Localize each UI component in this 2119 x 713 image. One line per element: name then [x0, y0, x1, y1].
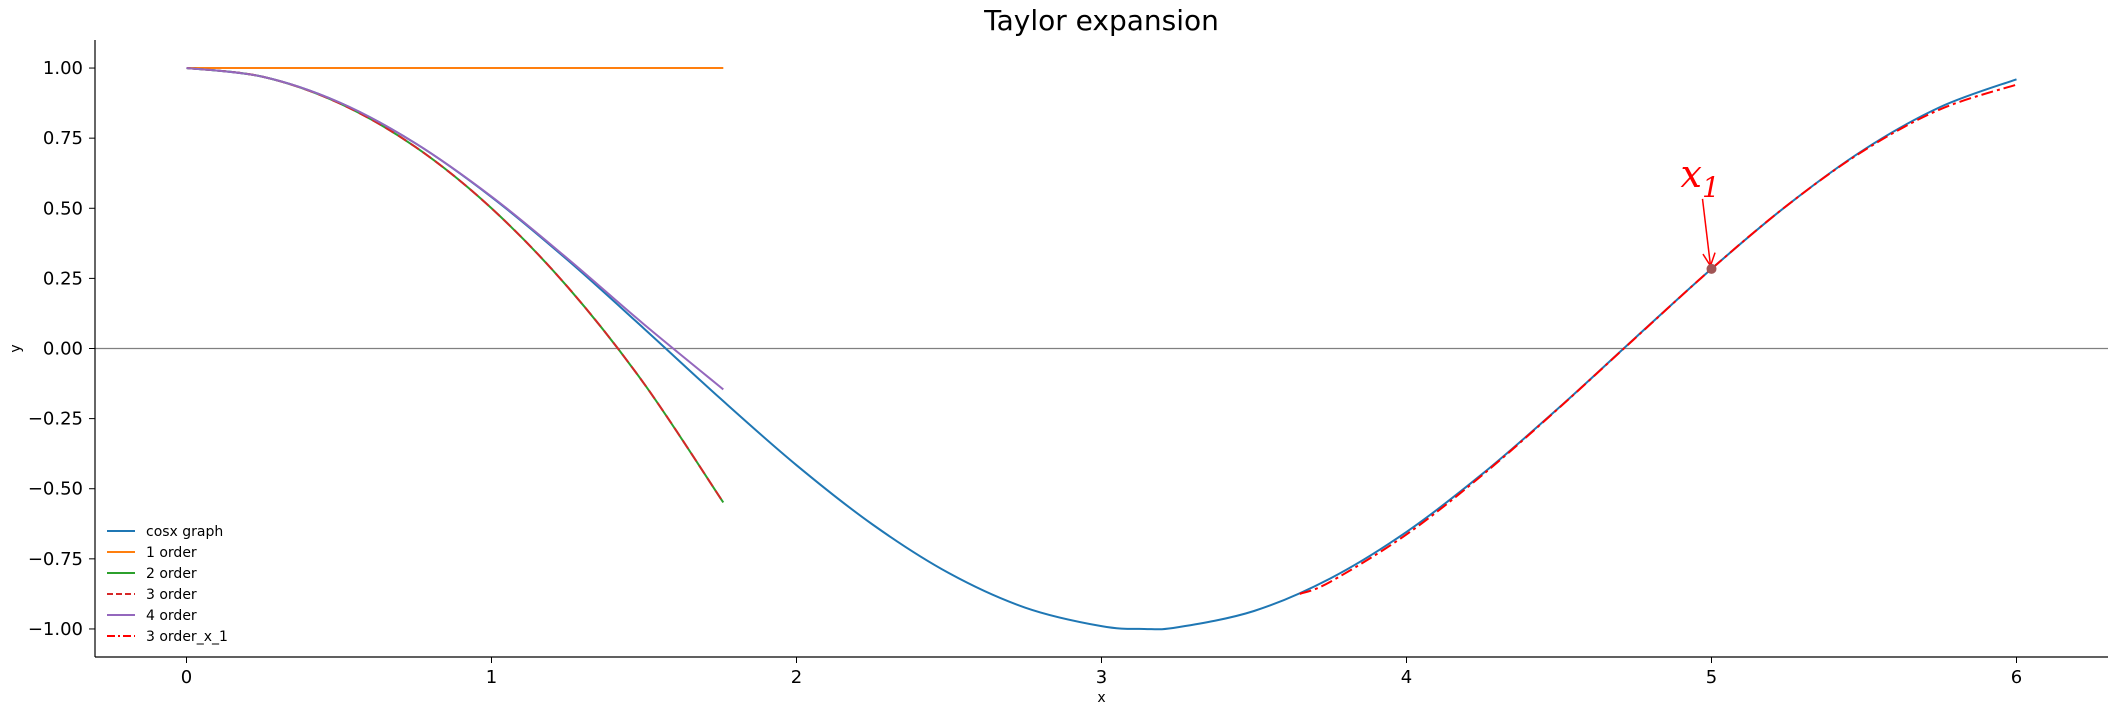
y-tick-label: −0.75 [28, 549, 83, 570]
series-line-5 [1299, 83, 2017, 595]
annotation-label: x1 [1681, 152, 1720, 204]
y-axis-label: y [8, 344, 24, 352]
y-tick-label: −0.50 [28, 479, 83, 500]
annotation: x1 [1681, 152, 1720, 274]
y-tick-label: 0.50 [43, 198, 83, 219]
x-tick-label: 3 [1096, 667, 1107, 688]
x-tick-label: 2 [791, 667, 802, 688]
y-tick-label: 0.00 [43, 339, 83, 360]
legend: cosx graph 1 order 2 order 3 order 4 order 3 … [107, 524, 228, 645]
y-tick-label: 0.25 [43, 268, 83, 289]
y-tick-label: −0.25 [28, 409, 83, 430]
annotation-arrow [1701, 198, 1712, 266]
y-tick-label: 1.00 [43, 58, 83, 79]
y-tick-label: 0.75 [43, 128, 83, 149]
y-ticks: 1.00 0.75 0.50 0.25 0.00 −0.25 −0.50 −0.75 −1.00 [28, 58, 95, 640]
annotation-label-subscript: 1 [1702, 171, 1720, 204]
legend-entry-label: 1 order [146, 545, 197, 561]
x-tick-label: 4 [1401, 667, 1412, 688]
x-tick-label: 0 [181, 667, 192, 688]
series-line-3 [186, 67, 725, 504]
annotation-marker [1706, 263, 1717, 274]
legend-entry-label: 3 order_x_1 [146, 629, 228, 645]
series-line-2 [186, 67, 725, 504]
legend-entry-label: 3 order [146, 587, 197, 603]
legend-entry-label: 4 order [146, 608, 197, 624]
series-layer [186, 67, 2017, 631]
x-tick-label: 6 [2011, 667, 2022, 688]
x-tick-label: 1 [486, 667, 497, 688]
legend-entry-label: 2 order [146, 566, 197, 582]
x-ticks: 0 1 2 3 4 5 6 [181, 657, 2022, 688]
legend-entry-label: cosx graph [146, 524, 223, 540]
series-line-4 [186, 67, 724, 391]
chart-title: Taylor expansion [983, 4, 1219, 37]
y-tick-label: −1.00 [28, 619, 83, 640]
x-axis-label: x [1097, 690, 1105, 706]
annotation-label-main: x [1681, 152, 1702, 196]
x-tick-label: 5 [1706, 667, 1717, 688]
